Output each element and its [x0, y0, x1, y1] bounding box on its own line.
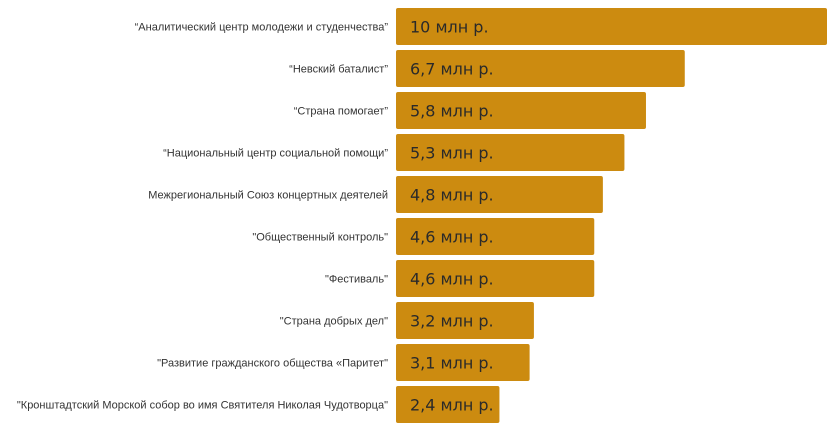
value-labels: 10 млн р. 6,7 млн р. 5,8 млн р. 5,3 млн р. 4… — [410, 18, 494, 415]
bar-6 — [396, 218, 595, 255]
value-label-7: 4,6 млн р. — [410, 270, 494, 289]
category-label-6: "Общественный контроль" — [252, 232, 388, 244]
value-label-10: 2,4 млн р. — [410, 396, 494, 415]
value-label-6: 4,6 млн р. — [410, 228, 494, 247]
bar-10 — [396, 386, 500, 423]
bar-7 — [396, 260, 595, 297]
value-label-9: 3,1 млн р. — [410, 354, 494, 373]
category-label-4: “Национальный центр социальной помощи” — [163, 148, 388, 160]
category-label-9: "Развитие гражданского общества «Паритет… — [157, 358, 388, 370]
bar-3 — [396, 92, 646, 129]
bar-1 — [396, 8, 827, 45]
category-label-10: "Кронштадтский Морской собор во имя Свят… — [17, 400, 388, 412]
bar-9 — [396, 344, 530, 381]
value-label-8: 3,2 млн р. — [410, 312, 494, 331]
category-label-2: “Невский баталист” — [289, 64, 388, 76]
category-label-3: “Страна помогает” — [294, 106, 389, 118]
category-label-8: "Страна добрых дел" — [280, 316, 388, 328]
value-label-4: 5,3 млн р. — [410, 144, 494, 163]
bars-layer — [396, 8, 827, 423]
value-label-2: 6,7 млн р. — [410, 60, 494, 79]
category-labels: “Аналитический центр молодежи и студенче… — [17, 22, 388, 412]
value-label-1: 10 млн р. — [410, 18, 489, 37]
bar-5 — [396, 176, 603, 213]
bar-8 — [396, 302, 534, 339]
bar-4 — [396, 134, 625, 171]
value-label-5: 4,8 млн р. — [410, 186, 494, 205]
bar-2 — [396, 50, 685, 87]
value-label-3: 5,8 млн р. — [410, 102, 494, 121]
category-label-5: Межрегиональный Союз концертных деятелей — [148, 190, 388, 202]
category-label-7: "Фестиваль" — [325, 274, 388, 286]
category-label-1: “Аналитический центр молодежи и студенче… — [135, 22, 389, 34]
